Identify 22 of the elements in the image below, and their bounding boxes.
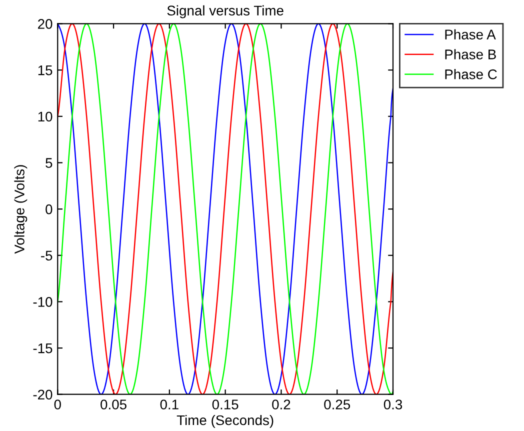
y-tick-label: 5	[46, 158, 52, 168]
legend-label: Phase B	[445, 49, 496, 60]
x-axis-title: Time (Seconds)	[176, 414, 274, 428]
chart-title: Signal versus Time	[167, 5, 284, 18]
x-tick-label: 0.25	[324, 400, 350, 410]
legend-label: Phase C	[445, 69, 497, 80]
x-tick-label: 0	[54, 400, 61, 410]
y-tick-label: 10	[38, 112, 52, 122]
legend-label: Phase A	[445, 29, 496, 40]
y-tick-label: 0	[46, 204, 52, 214]
y-tick-label: 15	[38, 66, 52, 76]
y-tick-label: -5	[41, 250, 52, 261]
y-tick-label: -10	[33, 297, 52, 307]
y-axis-title: Voltage (Volts)	[14, 165, 28, 254]
y-tick-label: -15	[33, 344, 52, 354]
x-tick-label: 0.15	[212, 400, 238, 410]
x-tick-label: 0.05	[100, 400, 126, 410]
y-tick-label: -20	[33, 390, 52, 400]
x-tick-label: 0.1	[160, 400, 178, 410]
x-tick-label: 0.3	[384, 400, 402, 410]
x-tick-label: 0.2	[272, 400, 290, 410]
y-tick-label: 20	[38, 19, 52, 29]
